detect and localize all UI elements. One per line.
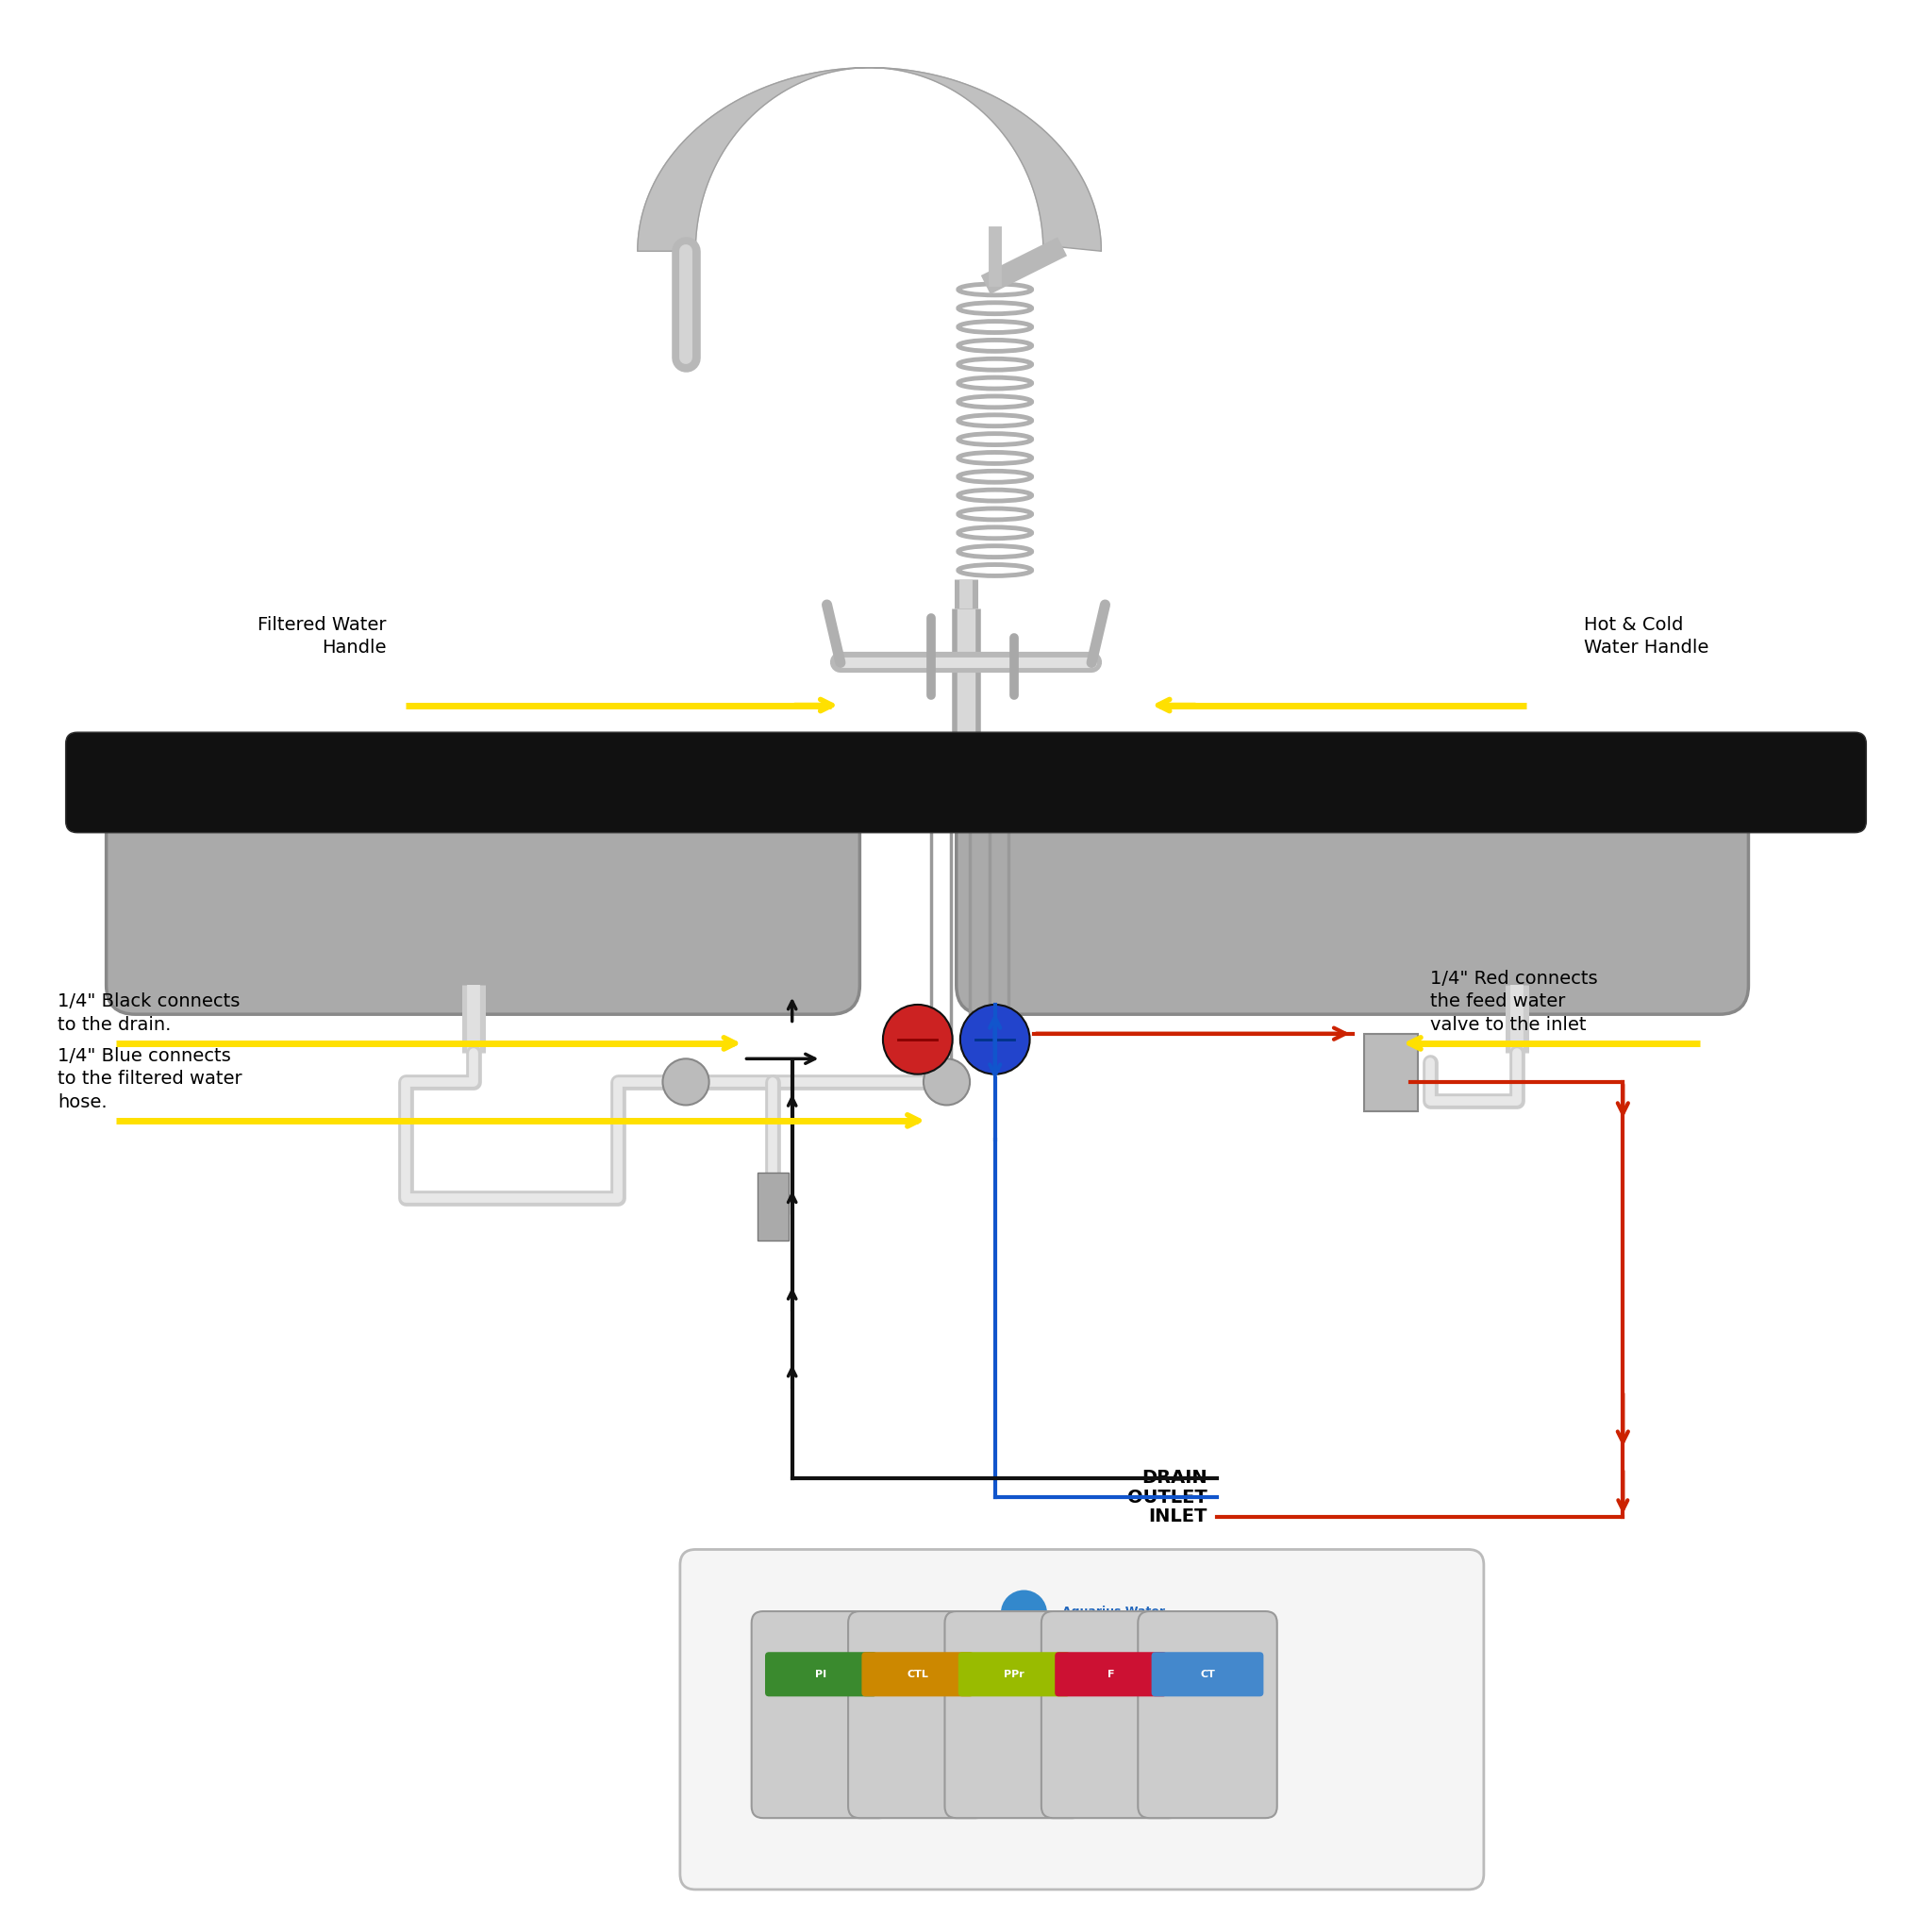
Text: F: F — [1107, 1669, 1115, 1679]
FancyBboxPatch shape — [854, 1650, 981, 1702]
FancyBboxPatch shape — [958, 1652, 1070, 1696]
Text: OUTLET: OUTLET — [1128, 1488, 1208, 1507]
Text: Aquarius Water: Aquarius Water — [1063, 1605, 1165, 1617]
PathPatch shape — [638, 68, 1101, 251]
FancyBboxPatch shape — [1364, 1034, 1418, 1111]
Circle shape — [663, 1059, 709, 1105]
FancyBboxPatch shape — [862, 1652, 974, 1696]
Circle shape — [923, 1059, 970, 1105]
FancyBboxPatch shape — [106, 802, 860, 1014]
Text: DRAIN: DRAIN — [1142, 1468, 1208, 1488]
Text: CTL: CTL — [906, 1669, 929, 1679]
FancyBboxPatch shape — [951, 1650, 1078, 1702]
Text: PPr: PPr — [1005, 1669, 1024, 1679]
Text: 1/4" Blue connects
to the filtered water
hose.: 1/4" Blue connects to the filtered water… — [58, 1047, 243, 1111]
FancyBboxPatch shape — [66, 732, 1866, 833]
Text: Sign of Purity: Sign of Purity — [1063, 1634, 1124, 1642]
FancyBboxPatch shape — [1151, 1652, 1264, 1696]
Bar — [757, 1173, 788, 1240]
FancyBboxPatch shape — [1144, 1650, 1271, 1702]
Text: Hot & Cold
Water Handle: Hot & Cold Water Handle — [1584, 616, 1710, 657]
Text: Filtered Water
Handle: Filtered Water Handle — [257, 616, 386, 657]
Text: 1/4" Red connects
the feed water
valve to the inlet: 1/4" Red connects the feed water valve t… — [1430, 970, 1598, 1034]
Circle shape — [1001, 1590, 1047, 1636]
Circle shape — [960, 1005, 1030, 1074]
Text: 1/4" Black connects
to the drain.: 1/4" Black connects to the drain. — [58, 993, 240, 1034]
FancyBboxPatch shape — [757, 1650, 885, 1702]
FancyBboxPatch shape — [848, 1611, 987, 1818]
FancyBboxPatch shape — [1041, 1611, 1180, 1818]
Text: CT: CT — [1200, 1669, 1215, 1679]
FancyBboxPatch shape — [956, 802, 1748, 1014]
FancyBboxPatch shape — [1047, 1650, 1175, 1702]
FancyBboxPatch shape — [1138, 1611, 1277, 1818]
FancyBboxPatch shape — [765, 1652, 877, 1696]
Circle shape — [883, 1005, 952, 1074]
FancyBboxPatch shape — [680, 1549, 1484, 1889]
Text: PI: PI — [815, 1669, 827, 1679]
FancyBboxPatch shape — [1055, 1652, 1167, 1696]
Text: INLET: INLET — [1150, 1507, 1208, 1526]
FancyBboxPatch shape — [945, 1611, 1084, 1818]
FancyBboxPatch shape — [752, 1611, 891, 1818]
Bar — [77, 811, 1855, 827]
